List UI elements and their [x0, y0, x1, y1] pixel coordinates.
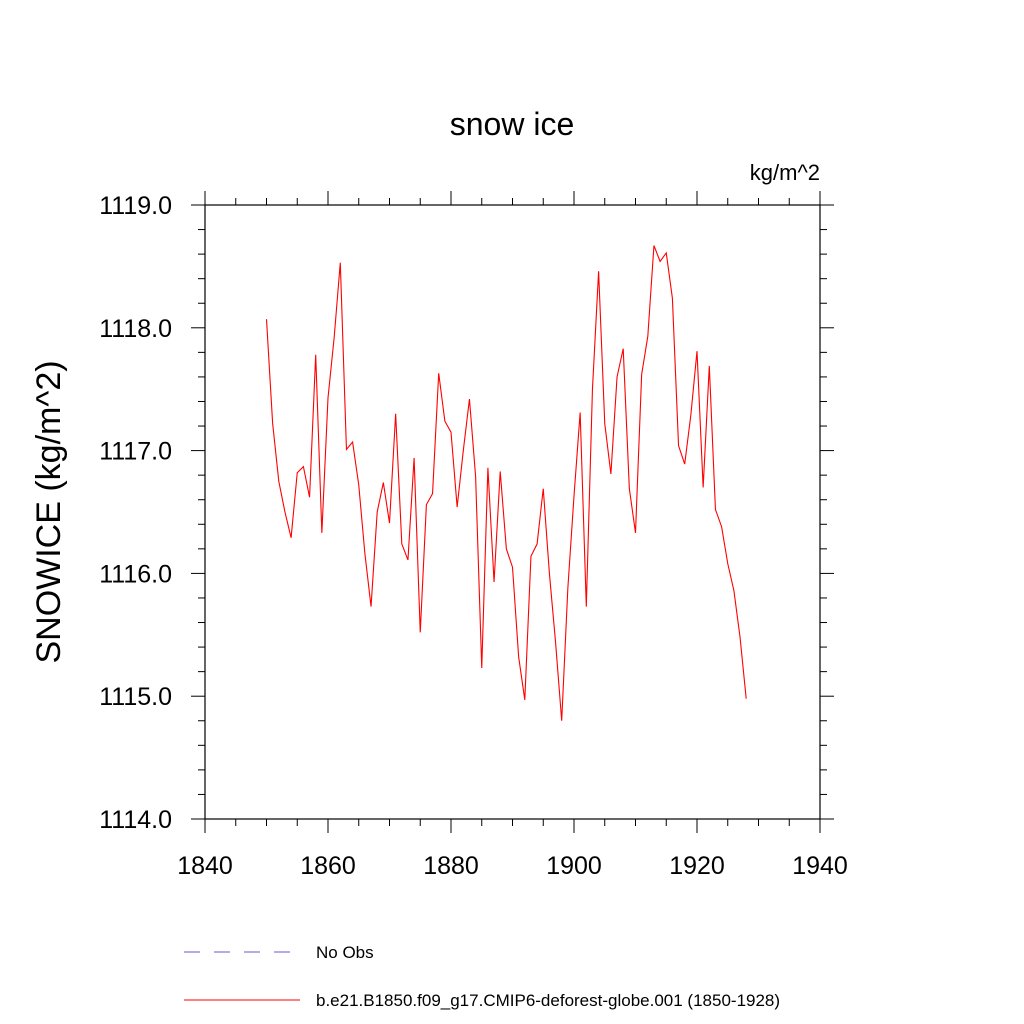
legend-label: b.e21.B1850.f09_g17.CMIP6-deforest-globe…: [316, 991, 780, 1010]
x-tick-label: 1900: [546, 852, 602, 880]
x-tick-label: 1880: [423, 852, 479, 880]
x-tick-label: 1840: [177, 852, 233, 880]
y-tick-label: 1118.0: [99, 315, 172, 343]
y-tick-label: 1114.0: [99, 806, 172, 834]
x-tick-label: 1860: [300, 852, 356, 880]
y-tick-label: 1119.0: [99, 192, 172, 220]
legend: No Obs b.e21.B1850.f09_g17.CMIP6-deforest…: [184, 943, 780, 1010]
series-layer: [265, 245, 747, 721]
series-line-1: [265, 245, 747, 721]
units-label: kg/m^2: [750, 160, 820, 185]
legend-label: No Obs: [316, 943, 374, 962]
x-tick-label: 1940: [792, 852, 848, 880]
y-axis-label: SNOWICE (kg/m^2): [30, 360, 68, 663]
y-tick-label: 1117.0: [99, 438, 172, 466]
y-tick-label: 1115.0: [99, 683, 172, 711]
chart-title: snow ice: [450, 106, 575, 142]
axis-ticks: 1840 1860 1880 1900 1920 1940 1114.0 1115.0 1116…: [99, 191, 848, 880]
plot-frame: [204, 204, 821, 820]
x-tick-label: 1920: [669, 852, 725, 880]
y-tick-label: 1116.0: [99, 560, 172, 588]
